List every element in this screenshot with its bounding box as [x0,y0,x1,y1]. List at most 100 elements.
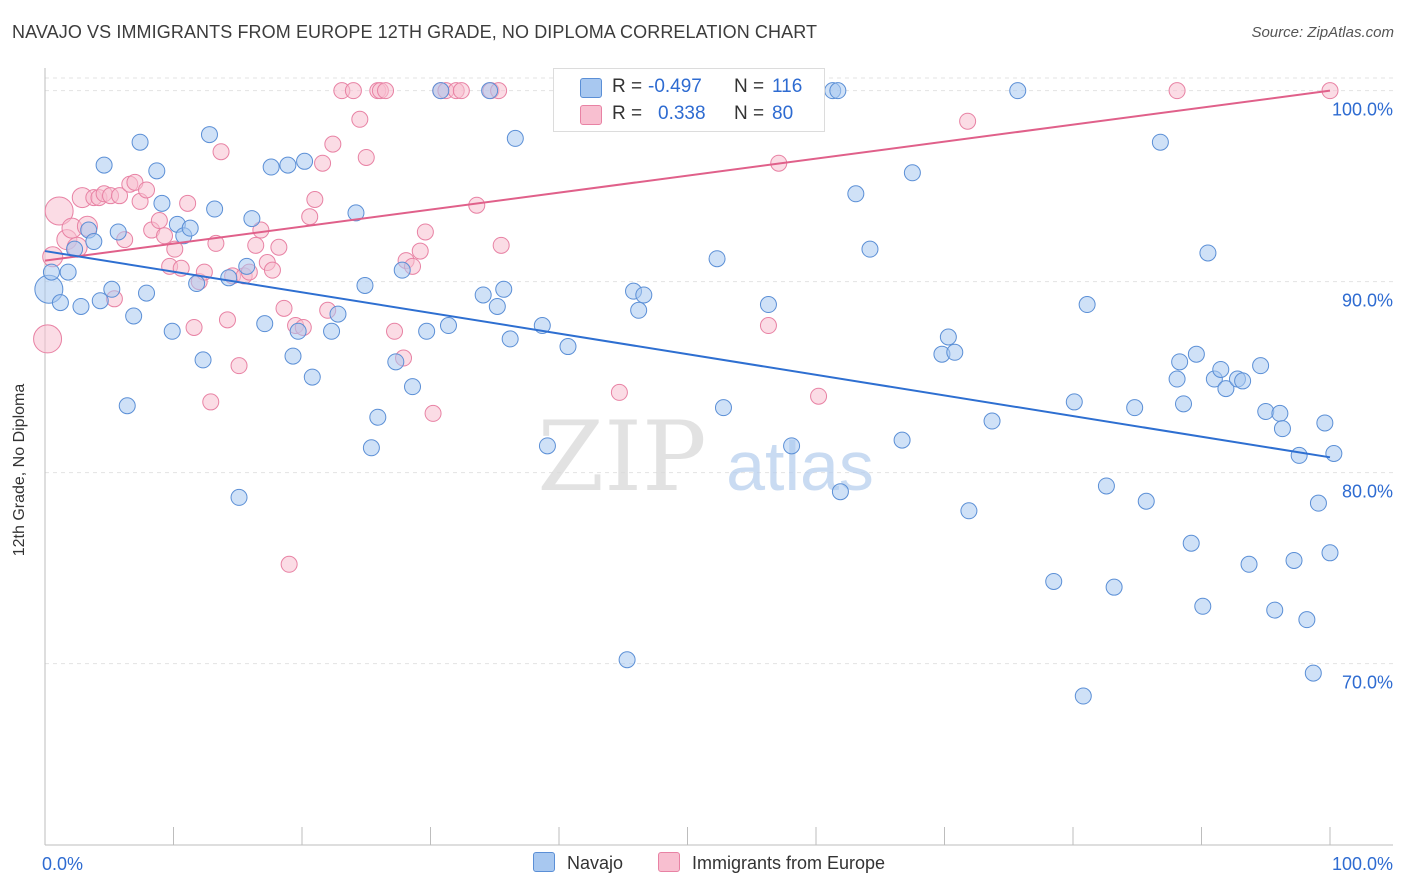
data-point-navajo [1065,393,1083,411]
correlation-legend: R = -0.497 N = 116 R = 0.338 N = 80 [553,68,825,132]
data-point-navajo [893,431,911,449]
data-point-navajo [289,322,307,340]
data-point-navajo [1045,572,1063,590]
data-point-navajo [495,280,513,298]
data-point-navajo [1078,296,1096,314]
data-point-navajo [559,338,577,356]
legend-swatch-navajo [580,78,602,98]
data-point-navajo [861,240,879,258]
legend-r-label: R = [612,76,643,97]
data-point-navajo [1285,551,1303,569]
data-point-navajo [256,315,274,333]
data-point-europe [156,227,174,245]
data-point-navajo [163,322,181,340]
data-point-navajo [188,275,206,293]
watermark-zip: ZIP [537,401,706,513]
data-point-europe [386,322,404,340]
data-point-europe [424,404,442,422]
data-point-navajo [1325,445,1343,462]
data-point-europe [306,191,324,209]
legend-swatch-europe [580,105,602,125]
data-point-europe [344,82,362,100]
data-point-navajo [1212,360,1230,378]
data-point-navajo [181,219,199,237]
data-point-navajo [42,263,60,281]
watermark: ZIP atlas [537,401,874,513]
data-point-navajo [356,276,374,294]
data-point-europe [44,196,74,226]
data-point-navajo [1126,399,1144,417]
watermark-atlas: atlas [726,427,874,505]
data-point-navajo [1097,477,1115,495]
data-point-navajo [1009,82,1027,100]
data-point-europe [416,223,434,241]
data-point-navajo [1199,244,1217,262]
data-point-navajo [1234,372,1252,390]
data-point-europe [138,181,156,199]
data-point-navajo [783,437,801,455]
data-point-navajo [200,126,218,144]
data-point-europe [179,194,197,212]
data-point-europe [212,143,230,161]
data-point-navajo [1316,414,1334,432]
tick-labels: 70.0% 80.0% 90.0% 100.0% 0.0% 100.0% [42,100,1393,874]
trend-line-europe [44,89,1331,262]
bottom-legend-label: Immigrants from Europe [692,853,886,873]
data-point-navajo [323,322,341,340]
data-point-navajo [72,297,90,315]
bottom-legend-europe: Immigrants from Europe [658,852,885,874]
data-point-europe [301,208,319,226]
data-point-europe [111,187,129,205]
data-point-europe [959,112,977,130]
data-point-europe [275,299,293,317]
data-point-europe [218,311,236,329]
chart-title: NAVAJO VS IMMIGRANTS FROM EUROPE 12TH GR… [12,22,818,42]
data-point-navajo [51,294,69,312]
data-point-navajo [1273,420,1291,438]
data-point-navajo [206,200,224,218]
data-point-navajo [153,194,171,212]
data-point-navajo [1182,534,1200,552]
data-point-navajo [946,343,964,361]
data-point-navajo [708,250,726,268]
legend-r-label: R = [612,103,643,124]
data-point-navajo [109,223,127,241]
data-point-europe [280,555,298,573]
data-point-navajo [474,286,492,304]
data-point-navajo [118,397,136,415]
bottom-legend-navajo: Navajo [533,852,623,874]
data-point-europe [33,324,63,354]
data-point-navajo [404,378,422,396]
legend-r-value: 0.338 [658,103,706,124]
data-point-navajo [387,353,405,371]
data-point-europe [263,261,281,279]
data-point-europe [810,387,828,405]
data-point-navajo [329,305,347,323]
data-point-navajo [960,502,978,520]
data-point-europe [150,212,168,230]
data-point-europe [377,82,395,100]
x-tick-label: 0.0% [42,854,83,874]
data-point-navajo [1266,601,1284,619]
data-point-navajo [238,257,256,275]
legend-row-navajo: R = -0.497 N = 116 [554,74,824,100]
data-point-navajo [1298,611,1316,629]
y-tick-label: 80.0% [1342,482,1393,502]
data-point-navajo [125,307,143,325]
data-point-navajo [983,412,1001,430]
data-point-navajo [481,82,499,100]
data-point-europe [166,240,184,258]
data-point-europe [247,236,265,254]
data-point-navajo [1271,404,1289,422]
data-point-navajo [303,368,321,386]
data-point-navajo [418,322,436,340]
legend-r-value: -0.497 [648,76,702,97]
data-point-navajo [829,82,847,100]
data-point-europe [202,393,220,411]
bottom-legend-label: Navajo [567,853,624,873]
y-tick-label: 90.0% [1342,291,1393,311]
data-point-navajo [220,269,238,287]
data-point-navajo [1217,380,1235,398]
data-point-navajo [138,284,156,302]
data-point-navajo [1151,133,1169,151]
